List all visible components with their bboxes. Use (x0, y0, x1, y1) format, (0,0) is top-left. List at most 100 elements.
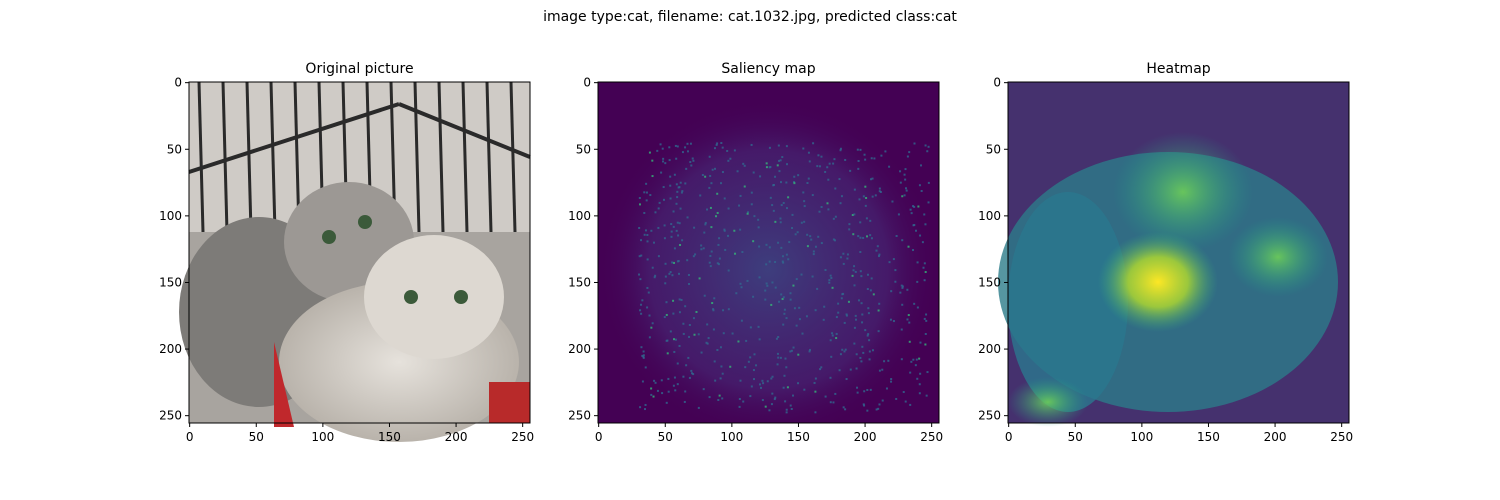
saliency-speck (800, 273, 803, 276)
saliency-speck (785, 181, 788, 184)
saliency-speck (717, 243, 720, 246)
y-tick-label: 0 (583, 76, 591, 90)
saliency-speck (912, 249, 915, 252)
saliency-speck (662, 160, 665, 163)
saliency-speck (679, 244, 682, 246)
saliency-speck (891, 200, 894, 203)
saliency-speck (739, 228, 742, 231)
saliency-speck (642, 355, 645, 358)
saliency-speck (922, 266, 925, 269)
saliency-speck (651, 159, 654, 162)
saliency-speck (656, 149, 659, 152)
x-tick-label: 100 (1130, 430, 1153, 444)
saliency-speck (818, 165, 821, 168)
saliency-speck (833, 239, 836, 242)
saliency-speck (901, 286, 904, 289)
saliency-speck (663, 237, 666, 240)
saliency-speck (870, 237, 873, 240)
saliency-speck (758, 383, 761, 386)
saliency-speck (704, 175, 707, 178)
saliency-speck (885, 387, 888, 390)
heat-blob (1098, 232, 1218, 332)
saliency-speck (869, 178, 872, 181)
saliency-speck (700, 244, 703, 247)
saliency-speck (675, 202, 678, 205)
saliency-speck (881, 399, 884, 402)
saliency-speck (699, 194, 702, 197)
saliency-speck (798, 318, 801, 321)
saliency-speck (907, 245, 910, 248)
saliency-speck (901, 285, 904, 288)
saliency-speck (675, 229, 678, 232)
saliency-speck (721, 146, 724, 149)
saliency-speck (643, 191, 646, 194)
saliency-speck (720, 142, 723, 145)
cat-eye (454, 290, 468, 304)
saliency-speck (712, 328, 715, 331)
saliency-speck (887, 359, 890, 362)
saliency-speck (674, 389, 677, 392)
saliency-speck (862, 236, 865, 239)
saliency-speck (664, 275, 667, 278)
saliency-speck (890, 290, 893, 293)
saliency-speck (784, 400, 787, 403)
saliency-speck (781, 156, 784, 159)
saliency-speck (860, 275, 863, 278)
x-tick-label: 100 (720, 430, 743, 444)
saliency-speck (675, 157, 678, 160)
saliency-speck (803, 200, 806, 203)
saliency-speck (927, 145, 930, 148)
saliency-speck (808, 348, 811, 351)
saliency-speck (737, 340, 740, 343)
saliency-speck (758, 276, 761, 279)
saliency-speck (803, 205, 806, 208)
saliency-speck (777, 356, 780, 359)
saliency-speck (692, 159, 695, 162)
saliency-speck (909, 403, 912, 406)
saliency-speck (805, 315, 808, 318)
saliency-speck (662, 198, 665, 201)
saliency-speck (739, 282, 742, 285)
saliency-speck (807, 151, 810, 154)
saliency-speck (712, 309, 715, 312)
saliency-speck (864, 329, 867, 332)
saliency-speck (810, 238, 813, 241)
saliency-speck (801, 332, 804, 335)
saliency-glow (598, 82, 939, 423)
saliency-speck (776, 352, 779, 355)
saliency-speck (781, 255, 784, 258)
saliency-speck (709, 254, 712, 257)
saliency-speck (680, 298, 683, 301)
saliency-speck (769, 196, 772, 199)
saliency-speck (686, 142, 689, 145)
saliency-speck (832, 162, 835, 165)
saliency-speck (723, 228, 726, 231)
saliency-speck (717, 263, 720, 266)
saliency-speck (646, 233, 649, 236)
cage-bar (245, 81, 253, 233)
saliency-speck (853, 265, 856, 268)
saliency-speck (675, 183, 678, 186)
saliency-speck (704, 223, 707, 226)
saliency-speck (742, 162, 745, 165)
saliency-speck (924, 144, 927, 147)
saliency-speck (758, 245, 761, 248)
saliency-speck (771, 281, 774, 284)
saliency-speck (832, 238, 835, 241)
saliency-speck (652, 395, 655, 398)
saliency-speck (645, 182, 648, 185)
saliency-speck (871, 195, 874, 198)
saliency-speck (740, 319, 743, 322)
saliency-speck (904, 168, 907, 171)
saliency-speck (779, 221, 782, 224)
saliency-speck (820, 155, 823, 158)
saliency-speck (669, 197, 672, 200)
saliency-speck (762, 382, 765, 385)
saliency-speck (819, 368, 822, 371)
saliency-speck (865, 217, 868, 220)
saliency-speck (752, 369, 755, 372)
saliency-speck (684, 305, 687, 308)
saliency-speck (640, 239, 643, 242)
saliency-speck (831, 334, 834, 337)
